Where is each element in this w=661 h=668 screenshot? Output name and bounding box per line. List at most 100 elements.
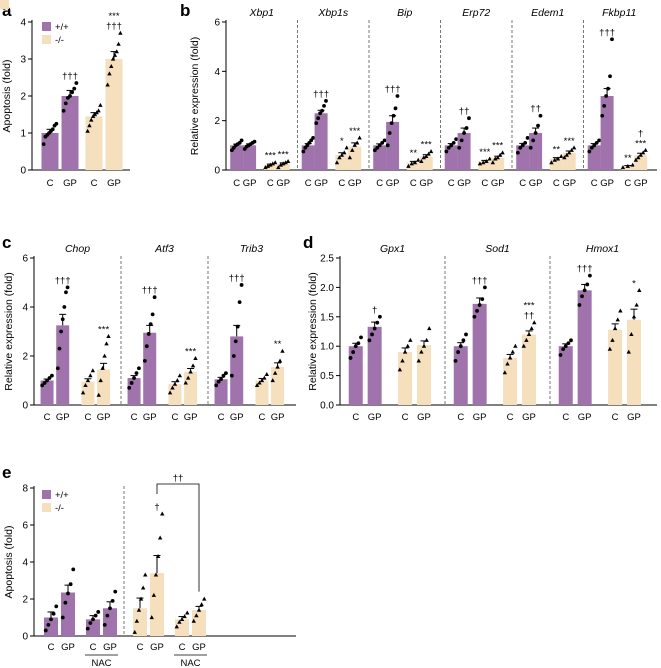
panel-d-data-point xyxy=(419,349,424,354)
panel-b-data-point xyxy=(265,163,271,168)
panel-d-data-point xyxy=(477,303,482,307)
panel-c-data-point xyxy=(277,358,283,363)
panel-e-data-point xyxy=(149,615,154,620)
panel-d-data-point xyxy=(631,314,637,319)
panel-b-category-label: GP xyxy=(562,178,576,189)
panel-a-data-point xyxy=(112,52,118,57)
panel-c-data-point xyxy=(144,344,149,349)
panel-b-data-point xyxy=(567,150,572,155)
panel-a-data-point xyxy=(68,94,72,98)
panel-e-bar xyxy=(61,592,75,636)
panel-b-data-point xyxy=(350,147,355,152)
panel-a-bar xyxy=(61,96,79,170)
panel-b-category-label: C xyxy=(338,178,345,189)
panel-e-data-point xyxy=(110,598,115,603)
panel-e-bar xyxy=(133,608,147,636)
panel-b-category-label: GP xyxy=(386,178,400,189)
panel-a-data-point xyxy=(50,127,55,132)
panel-e-data-point xyxy=(138,596,144,601)
panel-e-data-point xyxy=(160,511,165,516)
panel-d-data-point xyxy=(372,326,377,331)
panel-c-data-point xyxy=(237,300,242,304)
panel-b-data-point xyxy=(536,123,540,128)
panel-e-y-tick-label: 0 xyxy=(22,632,28,643)
panel-c-data-point xyxy=(146,332,151,336)
panel-c-bar xyxy=(271,367,285,405)
panel-d-bar xyxy=(627,319,641,405)
panel-e-legend-label-wt: +/+ xyxy=(55,490,69,501)
panel-d-data-point xyxy=(472,314,477,319)
panel-a-data-point xyxy=(85,128,90,133)
panel-c-data-point xyxy=(59,329,63,334)
panel-d-data-point xyxy=(629,332,634,337)
panel-d-data-point xyxy=(637,287,642,292)
panel-d-data-point xyxy=(566,341,571,346)
panel-e-bar xyxy=(103,608,117,636)
panel-b-significance-mark: *** xyxy=(278,149,289,160)
panel-d-data-point xyxy=(375,320,380,325)
panel-c-gene-title: Chop xyxy=(65,243,90,255)
panel-b-significance-mark: ** xyxy=(553,144,561,155)
panel-d-data-point xyxy=(502,370,508,375)
panel-b-category-label: C xyxy=(233,178,240,189)
panel-b-data-point xyxy=(533,131,538,135)
panel-b-bar xyxy=(406,162,420,170)
panel-c-category-label: C xyxy=(172,412,179,423)
panel-b-data-point xyxy=(419,158,424,163)
panel-c-bar xyxy=(168,384,182,405)
panel-d-data-point xyxy=(400,358,405,363)
panel-b-gene-title: Erp72 xyxy=(462,7,490,19)
panel-d-data-point xyxy=(510,349,515,354)
panel-e-data-point xyxy=(199,602,204,607)
panel-c-data-point xyxy=(259,378,265,383)
panel-b-significance-mark: ** xyxy=(410,148,418,159)
panel-e-data-point xyxy=(71,567,76,572)
panel-b-category-label: C xyxy=(267,178,274,189)
panel-b-data-point xyxy=(549,160,554,165)
panel-a-y-tick-label: 2 xyxy=(20,92,26,103)
panel-c-category-label: C xyxy=(44,412,51,423)
panel-b-bar xyxy=(348,146,362,170)
panel-c-bar xyxy=(214,379,228,405)
panel-d-category-label: GP xyxy=(473,412,487,423)
panel-e-category-label: C xyxy=(179,642,186,653)
panel-e-bar xyxy=(150,573,164,636)
panel-b-category-label: C xyxy=(481,178,488,189)
panel-b-category-label: GP xyxy=(348,178,362,189)
panel-e-category-label: GP xyxy=(192,642,206,653)
panel-b-data-point xyxy=(633,157,639,162)
panel-b-bar xyxy=(263,165,277,170)
panel-d-gene-title: Hmox1 xyxy=(586,243,619,255)
panel-b-data-point xyxy=(451,140,456,145)
panel-b-data-point xyxy=(594,140,599,145)
panel-b-data-point xyxy=(382,138,387,143)
panel-c-data-point xyxy=(254,383,260,387)
panel-b-data-point xyxy=(523,140,528,145)
panel-c-data-point xyxy=(57,346,62,351)
panel-e-bar xyxy=(44,617,58,636)
panel-b-data-point xyxy=(395,94,400,98)
panel-c-category-label: GP xyxy=(271,412,285,423)
panel-d-y-tick-label: 2.5 xyxy=(320,254,334,265)
panel-d-significance-mark: *** xyxy=(523,301,534,312)
panel-a-legend-swatch-wt xyxy=(42,22,51,31)
panel-d-data-point xyxy=(563,344,568,349)
panel-c-data-point xyxy=(96,392,101,397)
panel-d-data-point xyxy=(427,326,432,331)
panel-c-data-point xyxy=(235,324,240,329)
panel-b-y-tick-label: 6 xyxy=(214,18,220,29)
panel-c-data-point xyxy=(55,366,60,371)
panel-e-data-point xyxy=(66,591,70,596)
panel-b-data-point xyxy=(602,103,607,108)
panel-b-data-point xyxy=(490,160,496,165)
panel-e-data-point xyxy=(105,613,110,618)
panel-b-significance-mark: ††† xyxy=(599,27,615,38)
panel-b-data-point xyxy=(301,149,306,154)
panel-b-data-point xyxy=(462,131,466,135)
panel-e-data-point xyxy=(85,626,90,631)
panel-c-category-label: C xyxy=(218,412,225,423)
panel-d-data-point xyxy=(348,356,353,360)
panel-e-category-label: C xyxy=(137,642,144,653)
panel-b-data-point xyxy=(311,136,315,140)
panel-b-y-tick-label: 2 xyxy=(214,116,220,127)
